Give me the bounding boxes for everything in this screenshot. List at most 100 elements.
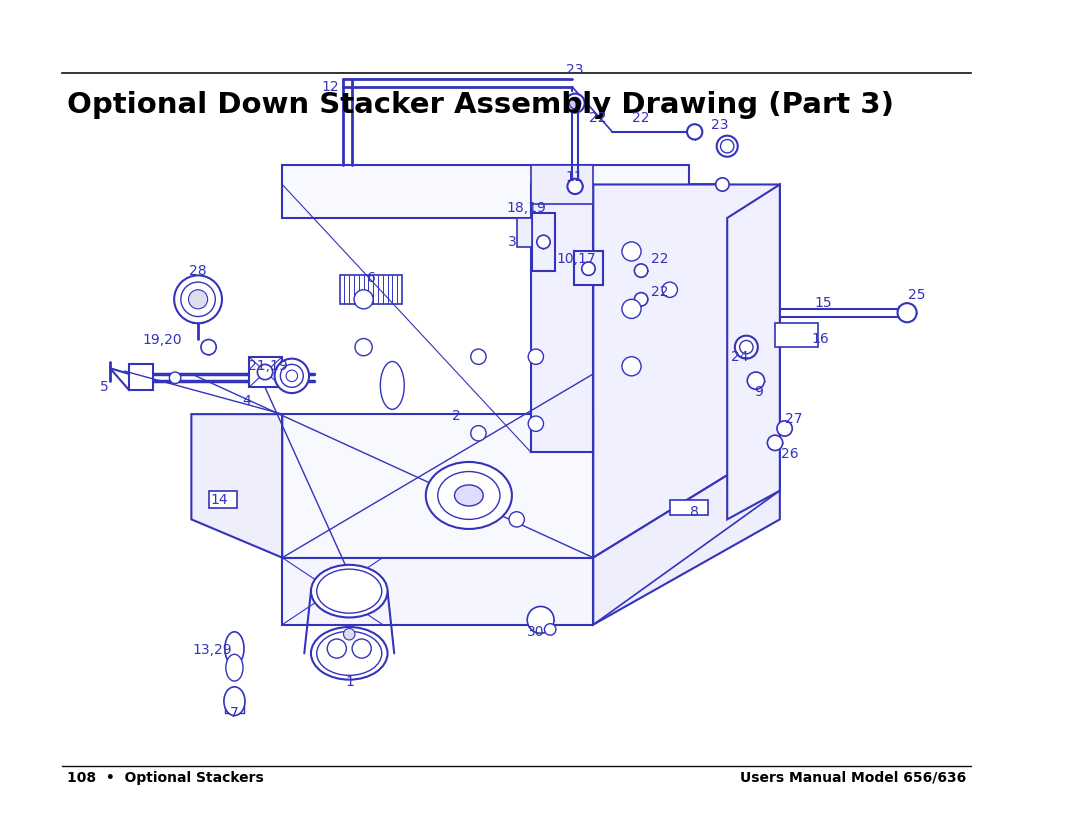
Circle shape	[747, 372, 765, 389]
Circle shape	[527, 606, 554, 633]
Circle shape	[622, 242, 642, 261]
Ellipse shape	[311, 565, 388, 617]
Text: 16: 16	[811, 333, 828, 346]
Circle shape	[569, 98, 581, 109]
Circle shape	[352, 639, 372, 658]
Text: 8: 8	[690, 505, 699, 519]
Circle shape	[174, 275, 222, 324]
Circle shape	[582, 262, 595, 275]
Circle shape	[201, 339, 216, 354]
Circle shape	[634, 264, 648, 277]
Circle shape	[471, 425, 486, 441]
Circle shape	[355, 339, 373, 356]
Text: 9: 9	[754, 385, 764, 399]
Text: 26: 26	[781, 447, 798, 461]
Polygon shape	[727, 184, 780, 520]
Text: 19,20: 19,20	[143, 334, 183, 348]
Polygon shape	[191, 414, 282, 558]
Circle shape	[717, 136, 738, 157]
Text: 28: 28	[189, 264, 207, 278]
Circle shape	[343, 629, 355, 640]
Text: 5: 5	[100, 380, 109, 394]
Ellipse shape	[311, 627, 388, 680]
Ellipse shape	[426, 462, 512, 529]
Ellipse shape	[437, 471, 500, 520]
Circle shape	[451, 483, 467, 499]
Circle shape	[509, 512, 525, 527]
Circle shape	[734, 335, 758, 359]
Text: 2: 2	[453, 409, 461, 423]
Polygon shape	[130, 364, 153, 390]
Text: 27: 27	[785, 412, 802, 426]
Text: 22: 22	[651, 252, 669, 266]
Polygon shape	[248, 357, 282, 387]
Text: 11: 11	[565, 170, 583, 183]
Polygon shape	[282, 414, 593, 558]
Circle shape	[622, 357, 642, 376]
Circle shape	[537, 235, 550, 249]
Text: 23: 23	[711, 118, 728, 132]
Polygon shape	[532, 214, 555, 270]
Circle shape	[897, 303, 917, 322]
Polygon shape	[531, 165, 593, 203]
Circle shape	[471, 349, 486, 364]
Text: 10,17: 10,17	[556, 252, 596, 266]
Circle shape	[567, 178, 583, 194]
Text: 14: 14	[211, 493, 228, 507]
Ellipse shape	[380, 361, 404, 409]
Ellipse shape	[455, 485, 483, 506]
Text: 4: 4	[243, 394, 252, 408]
Polygon shape	[593, 443, 780, 625]
Text: 23: 23	[566, 63, 584, 77]
Text: 18,19: 18,19	[507, 201, 546, 215]
Text: 30: 30	[527, 626, 544, 640]
Circle shape	[189, 289, 207, 309]
Polygon shape	[282, 165, 689, 218]
Circle shape	[768, 435, 783, 450]
Text: 108  •  Optional Stackers: 108 • Optional Stackers	[67, 771, 264, 785]
Text: 13,29: 13,29	[192, 644, 232, 657]
Circle shape	[274, 359, 309, 393]
Circle shape	[687, 124, 702, 139]
Polygon shape	[531, 184, 593, 452]
Polygon shape	[775, 324, 819, 347]
Polygon shape	[575, 252, 603, 285]
Circle shape	[528, 349, 543, 364]
Polygon shape	[208, 490, 238, 508]
Text: 22: 22	[633, 111, 650, 124]
Ellipse shape	[226, 655, 243, 681]
Text: 1: 1	[346, 675, 354, 689]
Circle shape	[281, 364, 303, 387]
Ellipse shape	[225, 632, 244, 666]
Text: 3: 3	[508, 235, 516, 249]
Text: 7: 7	[230, 706, 239, 720]
Circle shape	[170, 372, 180, 384]
Polygon shape	[593, 184, 780, 558]
Text: 22: 22	[651, 284, 669, 299]
Circle shape	[634, 293, 648, 306]
Circle shape	[716, 178, 729, 191]
Text: 24: 24	[731, 349, 748, 364]
Circle shape	[622, 299, 642, 319]
Circle shape	[528, 416, 543, 431]
Polygon shape	[282, 558, 593, 625]
Text: Users Manual Model 656/636: Users Manual Model 656/636	[740, 771, 967, 785]
Polygon shape	[670, 500, 708, 515]
Ellipse shape	[316, 569, 382, 613]
Circle shape	[566, 93, 584, 113]
Text: 12: 12	[322, 80, 339, 94]
Polygon shape	[516, 218, 532, 247]
Circle shape	[777, 421, 793, 436]
Ellipse shape	[224, 687, 245, 716]
Circle shape	[180, 282, 215, 317]
Circle shape	[544, 624, 556, 636]
Text: 22: 22	[590, 111, 607, 124]
Text: 25: 25	[908, 288, 926, 302]
Circle shape	[354, 289, 374, 309]
Text: Optional Down Stacker Assembly Drawing (Part 3): Optional Down Stacker Assembly Drawing (…	[67, 91, 894, 118]
Circle shape	[327, 639, 347, 658]
Circle shape	[257, 364, 273, 379]
Text: 6: 6	[367, 271, 376, 285]
Text: 15: 15	[814, 296, 832, 310]
Circle shape	[662, 282, 677, 298]
